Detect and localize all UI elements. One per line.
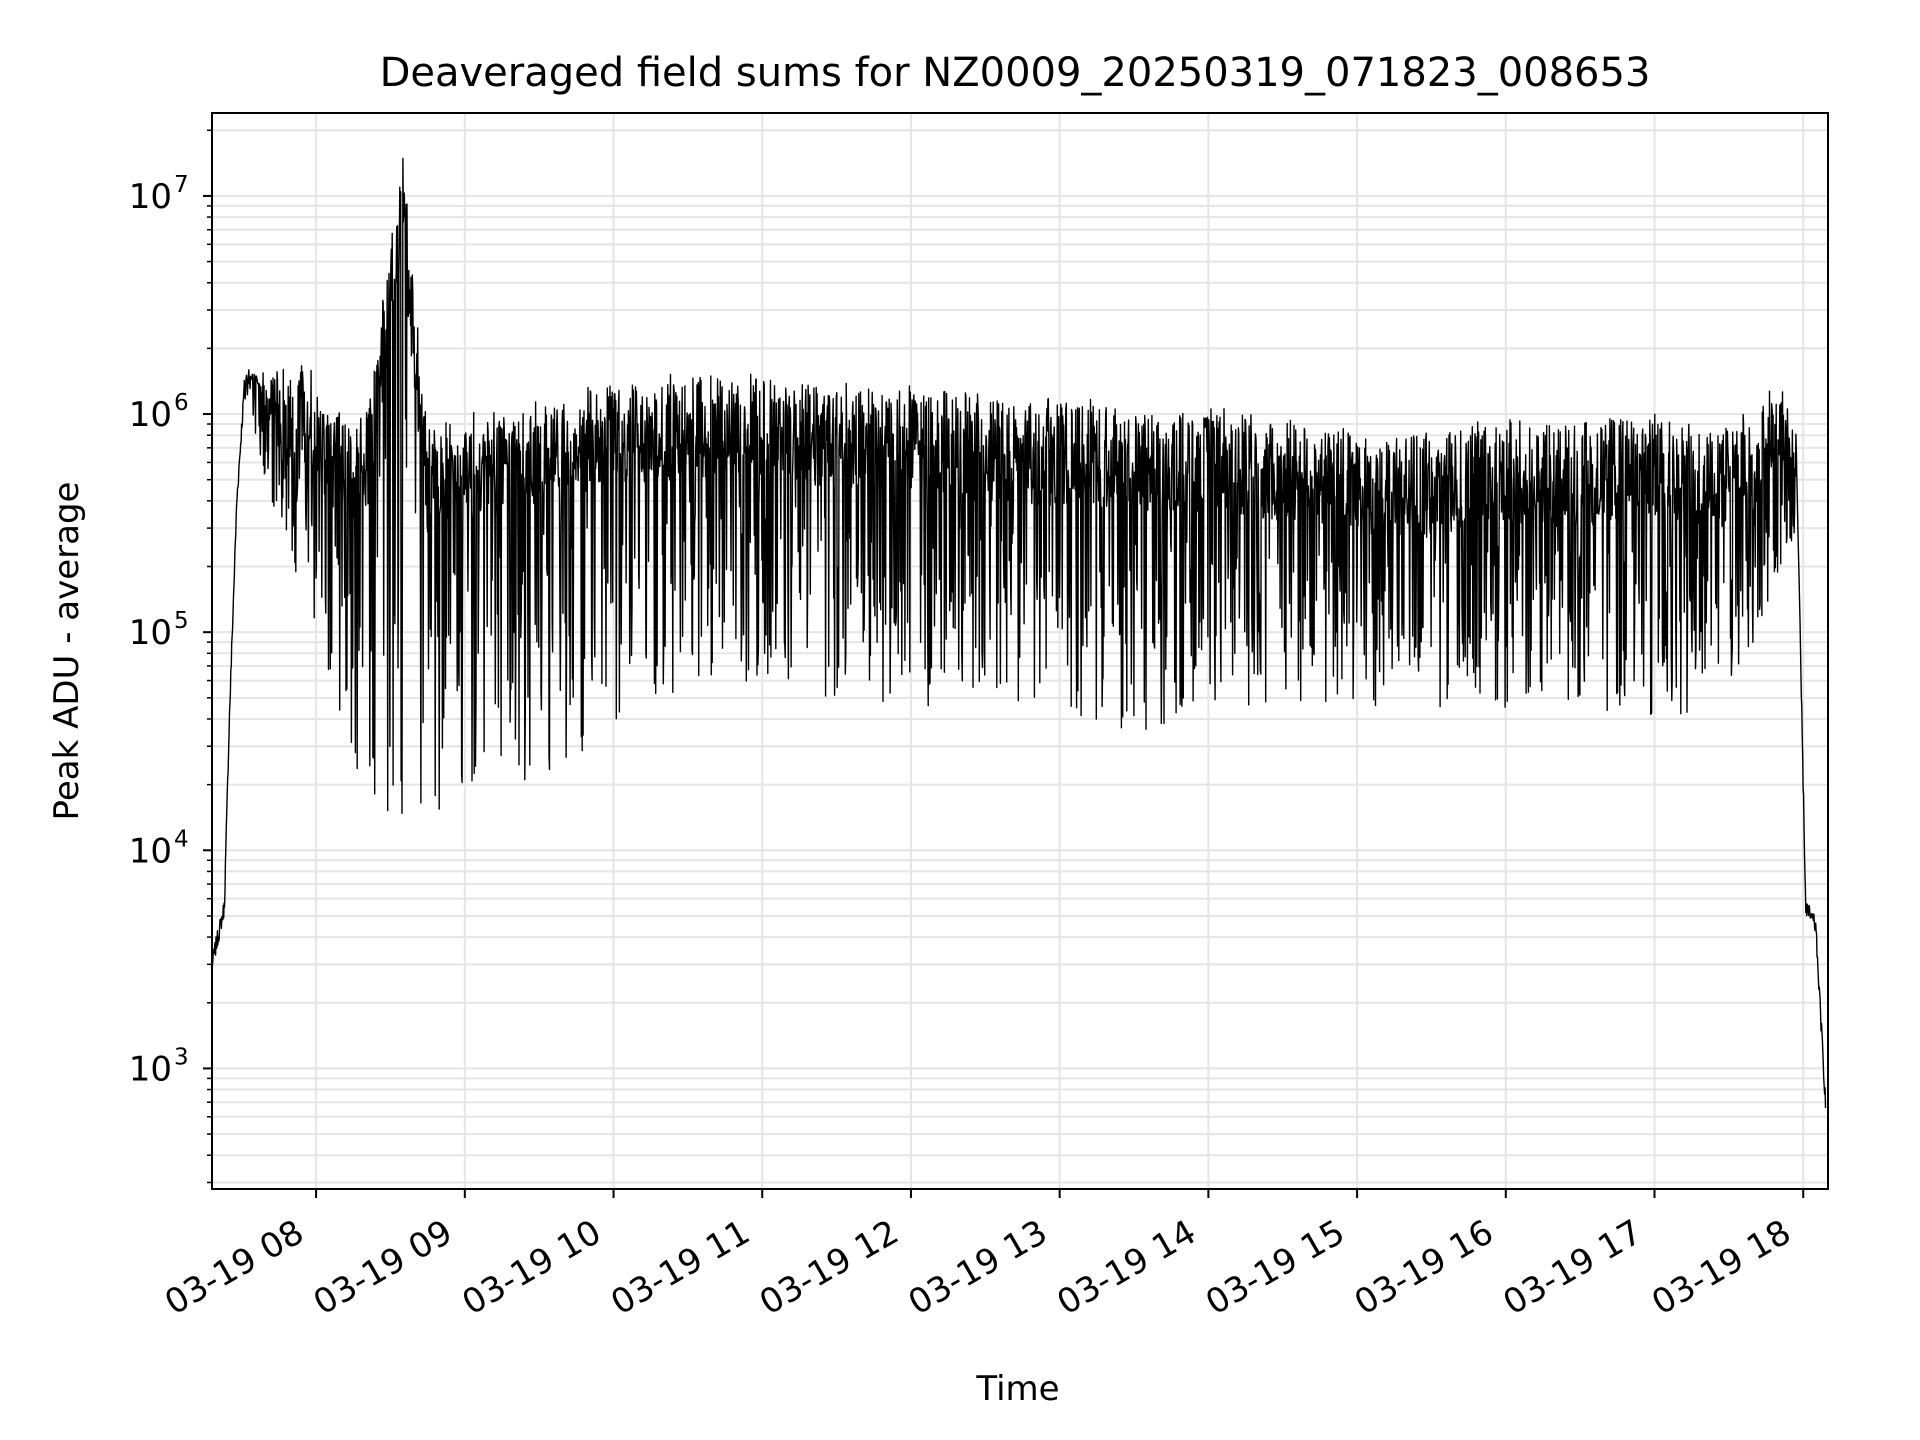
y-tick-exponent: 7 bbox=[174, 172, 189, 198]
x-tick-label: 03-19 08 bbox=[158, 1212, 310, 1323]
y-tick-exponent: 3 bbox=[174, 1044, 189, 1070]
x-tick-label: 03-19 13 bbox=[902, 1212, 1054, 1323]
x-tick-label: 03-19 15 bbox=[1199, 1212, 1351, 1323]
plot-frame bbox=[211, 112, 1829, 1190]
y-tick-exponent: 4 bbox=[174, 826, 189, 852]
y-tick-exponent: 6 bbox=[174, 390, 189, 416]
x-tick-label: 03-19 09 bbox=[307, 1212, 459, 1323]
y-tick-label: 10 bbox=[129, 1049, 172, 1089]
y-tick-exponent: 5 bbox=[174, 608, 189, 634]
y-axis-label: Peak ADU - average bbox=[47, 482, 87, 821]
y-tick-label: 10 bbox=[129, 613, 172, 653]
x-tick-label: 03-19 16 bbox=[1348, 1212, 1500, 1323]
x-tick-label: 03-19 10 bbox=[456, 1212, 608, 1323]
data-series bbox=[211, 157, 1827, 1109]
x-tick-label: 03-19 12 bbox=[753, 1212, 905, 1323]
chart-title: Deaveraged field sums for NZ0009_2025031… bbox=[380, 50, 1651, 96]
x-axis-label: Time bbox=[975, 1369, 1059, 1409]
y-tick-label: 10 bbox=[129, 831, 172, 871]
y-tick-label: 10 bbox=[129, 177, 172, 217]
x-tick-label: 03-19 18 bbox=[1645, 1212, 1797, 1323]
y-tick-label: 10 bbox=[129, 395, 172, 435]
x-tick-label: 03-19 14 bbox=[1050, 1212, 1202, 1323]
series-line bbox=[211, 157, 1827, 1109]
x-tick-label: 03-19 17 bbox=[1497, 1212, 1649, 1323]
x-tick-label: 03-19 11 bbox=[604, 1212, 756, 1323]
